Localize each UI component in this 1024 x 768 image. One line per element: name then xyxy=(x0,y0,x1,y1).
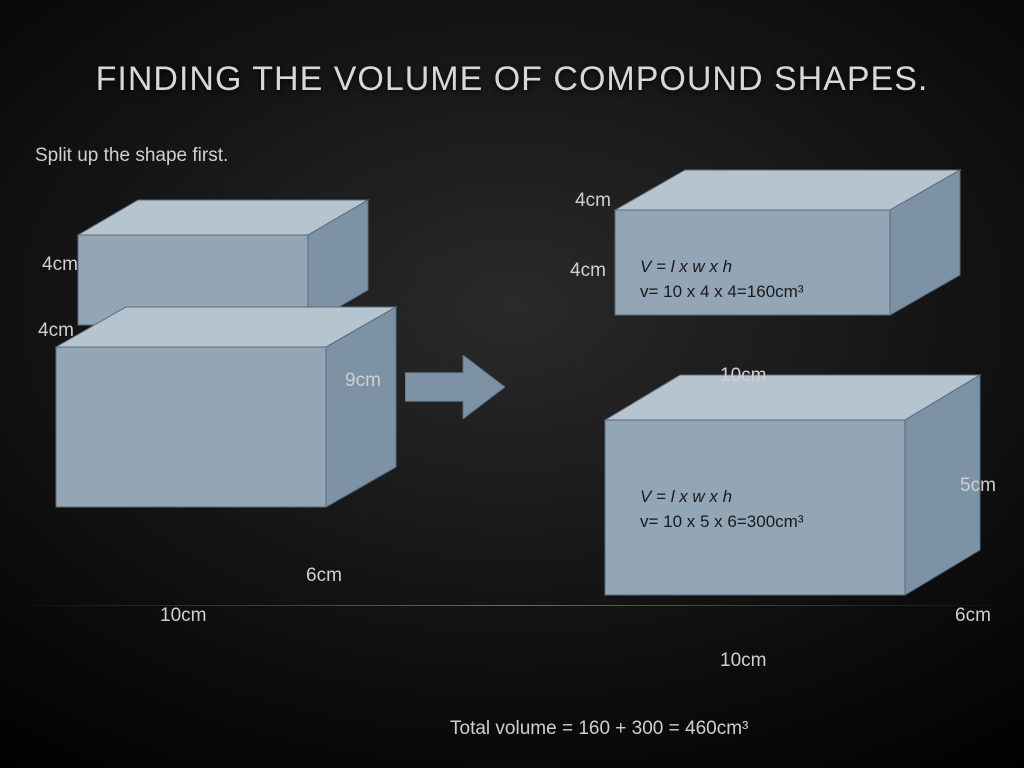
box2-label-10cm: 10cm xyxy=(720,650,766,672)
compound-label-4cm-upper: 4cm xyxy=(42,254,78,276)
box2-text: V = l x w x h v= 10 x 5 x 6=300cm³ xyxy=(640,485,803,534)
compound-bottom-cuboid xyxy=(56,307,398,509)
box1-formula: V = l x w x h xyxy=(640,257,732,276)
compound-label-6cm: 6cm xyxy=(306,565,342,587)
slide-subtitle: Split up the shape first. xyxy=(35,145,228,167)
slide-title: FINDING THE VOLUME OF COMPOUND SHAPES. xyxy=(0,60,1024,99)
box1-label-4cm-top: 4cm xyxy=(575,190,611,212)
box2-calc: v= 10 x 5 x 6=300cm³ xyxy=(640,512,803,531)
compound-label-4cm-lower: 4cm xyxy=(38,320,74,342)
box2-label-5cm: 5cm xyxy=(960,475,996,497)
box1-calc: v= 10 x 4 x 4=160cm³ xyxy=(640,282,803,301)
box2-formula: V = l x w x h xyxy=(640,487,732,506)
floor-highlight xyxy=(0,605,1024,606)
arrow-icon xyxy=(405,355,505,419)
total-volume: Total volume = 160 + 300 = 460cm³ xyxy=(450,718,748,740)
compound-label-10cm: 10cm xyxy=(160,605,206,627)
box2-label-6cm: 6cm xyxy=(955,605,991,627)
box1-text: V = l x w x h v= 10 x 4 x 4=160cm³ xyxy=(640,255,803,304)
compound-label-9cm: 9cm xyxy=(345,370,381,392)
box1-label-4cm-side: 4cm xyxy=(570,260,606,282)
box1-label-10cm: 10cm xyxy=(720,365,766,387)
